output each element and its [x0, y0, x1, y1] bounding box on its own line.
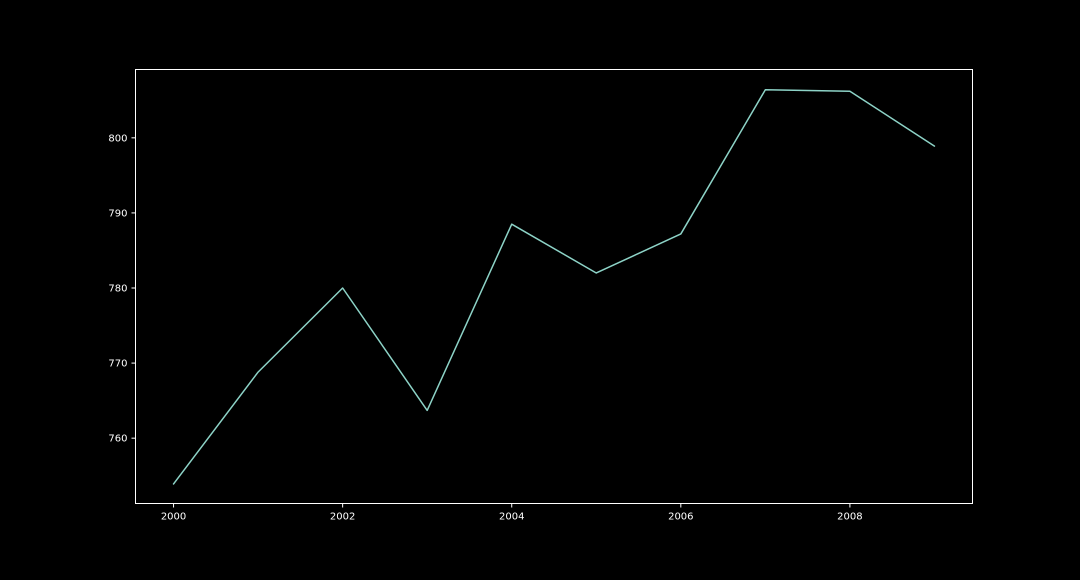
- data-point: [172, 482, 176, 486]
- data-point: [679, 232, 683, 236]
- x-tick-label: 2008: [837, 512, 862, 523]
- data-point: [425, 408, 429, 412]
- x-axis-ticks: 2000 2002 2004 2006 2008: [161, 503, 863, 523]
- plot-area: [135, 69, 973, 504]
- data-point: [848, 89, 852, 93]
- plot-frame: [135, 69, 973, 504]
- data-point: [763, 88, 767, 92]
- y-tick-label: 770: [108, 359, 127, 370]
- y-tick-label: 760: [108, 434, 127, 445]
- series-line-0: [172, 89, 936, 485]
- y-axis-ticks: 760 770 780 790 800: [108, 133, 136, 445]
- x-tick-label: 2002: [330, 512, 355, 523]
- y-tick-label: 800: [108, 133, 127, 144]
- data-point: [510, 222, 514, 226]
- y-tick-label: 790: [108, 208, 127, 219]
- series-layer: [172, 88, 936, 486]
- x-tick-label: 2004: [499, 512, 524, 523]
- x-tick-label: 2006: [668, 512, 693, 523]
- data-point: [932, 144, 936, 148]
- data-point: [341, 286, 345, 290]
- data-point: [256, 370, 260, 374]
- y-tick-label: 780: [108, 284, 127, 295]
- data-point: [594, 271, 598, 275]
- x-tick-label: 2000: [161, 512, 186, 523]
